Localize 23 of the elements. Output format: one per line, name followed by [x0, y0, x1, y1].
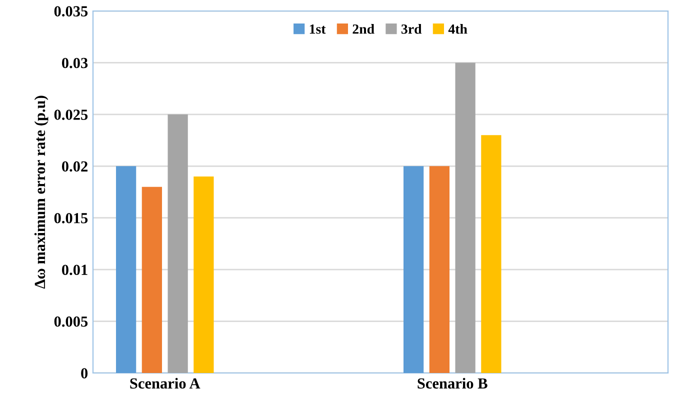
y-axis-title: Δω maximum error rate (p.u) [34, 96, 48, 289]
bar [429, 166, 450, 373]
y-tick-label: 0.035 [54, 6, 88, 17]
y-tick-label: 0.01 [62, 264, 88, 276]
bar [142, 186, 162, 373]
bar [168, 114, 188, 373]
y-tick-label: 0.015 [54, 213, 88, 224]
y-tick-label: 0.03 [62, 58, 88, 68]
legend-label: 4th [448, 24, 468, 34]
x-tick-label: Scenario B [418, 378, 488, 389]
bar [116, 166, 136, 373]
bar [404, 166, 424, 373]
bar [455, 62, 476, 373]
x-tick-label: Scenario A [130, 378, 200, 389]
y-tick-label: 0.02 [62, 161, 88, 172]
y-tick-label: 0.005 [54, 316, 88, 327]
y-tick-label: 0 [81, 368, 88, 378]
y-tick-label: 0.025 [54, 110, 88, 120]
bar [481, 135, 502, 373]
legend-label: 1st [310, 24, 326, 34]
legend-label: 3rd [401, 24, 422, 34]
bar [194, 176, 214, 373]
legend-label: 2nd [352, 24, 374, 34]
